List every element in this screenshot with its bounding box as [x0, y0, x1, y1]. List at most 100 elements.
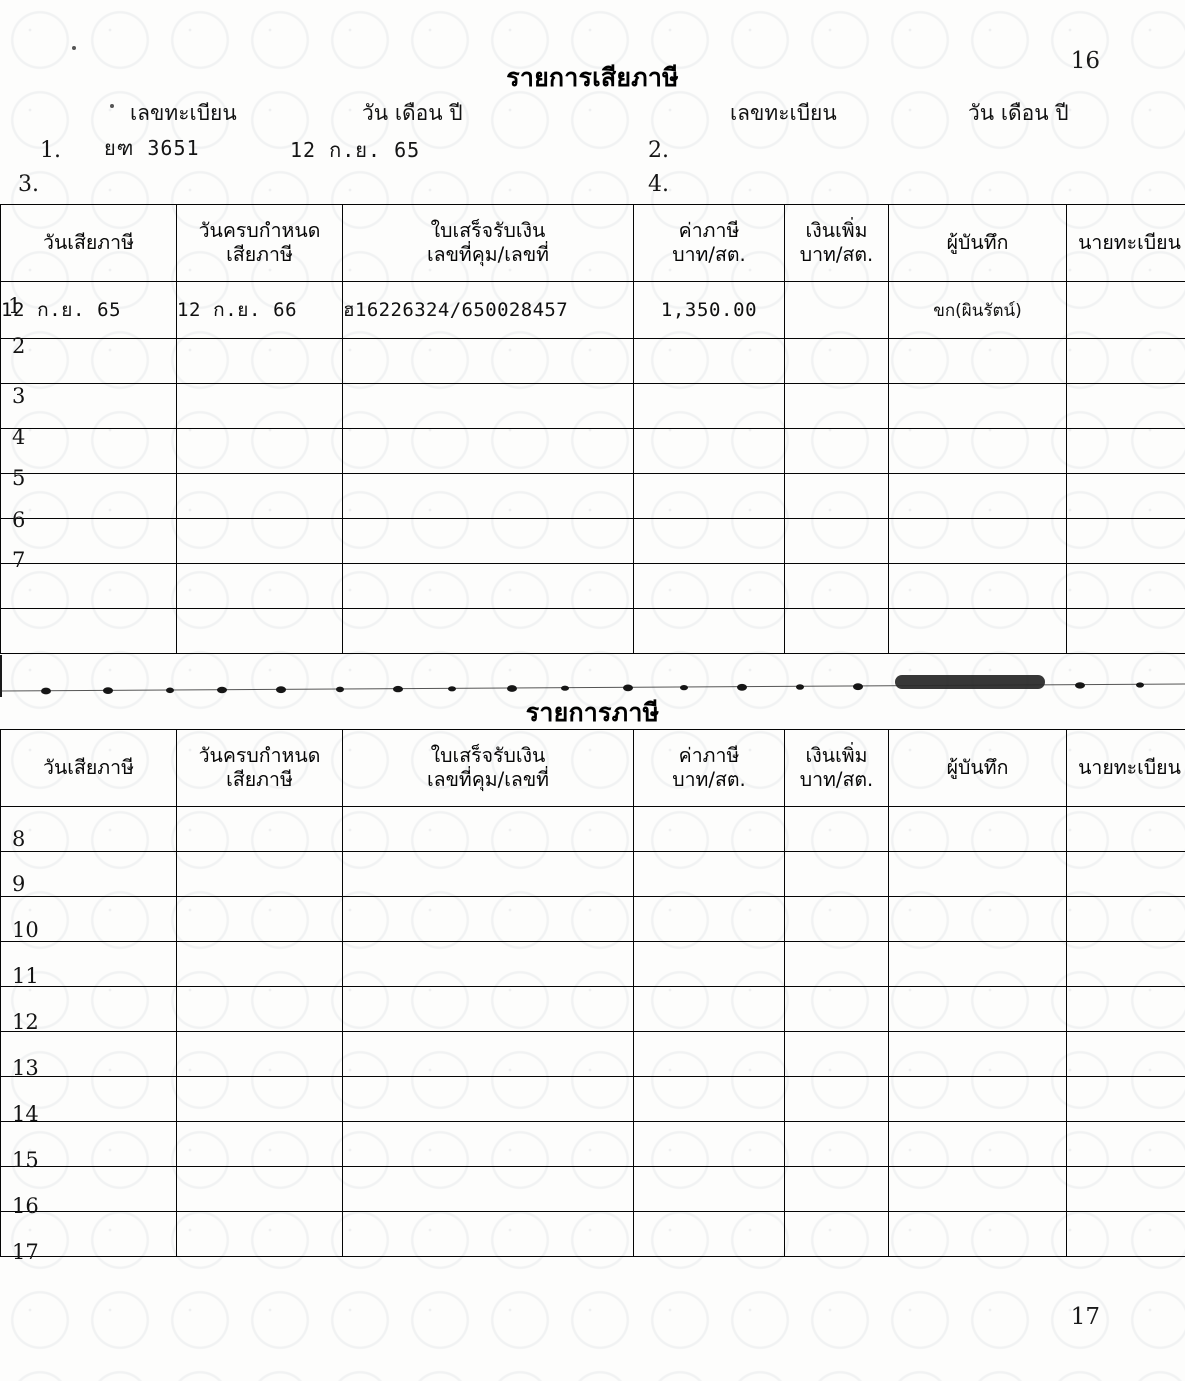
cell-tax [633, 1076, 785, 1122]
cell-tax [633, 986, 785, 1032]
cell-tax: 1,350.00 [633, 281, 785, 339]
cell-due-date [176, 1031, 343, 1077]
cell-tax [633, 1166, 785, 1212]
table-row [0, 1166, 1185, 1212]
cell-recorder [888, 473, 1067, 519]
cell-recorder [888, 428, 1067, 474]
cell-fine [784, 563, 889, 609]
col-header-receipt: ใบเสร็จรับเงิน เลขที่คุม/เลขที่ [342, 729, 634, 807]
col-header-pay-date: วันเสียภาษี [0, 204, 177, 282]
cell-tax [633, 428, 785, 474]
row-number: 17 [12, 1240, 39, 1264]
cell-due-date [176, 896, 343, 942]
cell-fine [784, 1076, 889, 1122]
col-header-recorder: ผู้บันทึก [888, 729, 1067, 807]
col-header-pay-date-text: วันเสียภาษี [43, 231, 134, 255]
entry-1-registration-value: ยฑ 3651 [104, 136, 200, 160]
cell-recorder [888, 608, 1067, 654]
cell-due-date [176, 608, 343, 654]
cell-tax [633, 608, 785, 654]
cell-recorder [888, 1031, 1067, 1077]
cell-fine [784, 473, 889, 519]
row-number: 4 [12, 425, 26, 449]
cell-due-date [176, 518, 343, 564]
cell-fine [784, 1121, 889, 1167]
cell-receipt [342, 986, 634, 1032]
cell-fine [784, 608, 889, 654]
col-header-recorder: ผู้บันทึก [888, 204, 1067, 282]
cell-receipt [342, 1076, 634, 1122]
stray-ink-mark [72, 46, 76, 50]
table-row: 12 ก.ย. 65 12 ก.ย. 66 ฮ16226324/65002845… [0, 281, 1185, 339]
table-row [0, 563, 1185, 609]
cell-recorder [888, 338, 1067, 384]
cell-registrar [1066, 608, 1185, 654]
col-header-tax-line2: บาท/สต. [672, 768, 746, 791]
cell-recorder [888, 563, 1067, 609]
cell-recorder [888, 941, 1067, 987]
cell-tax [633, 338, 785, 384]
cell-recorder [888, 1166, 1067, 1212]
cell-registrar [1066, 851, 1185, 897]
cell-fine [784, 941, 889, 987]
cell-receipt [342, 851, 634, 897]
cell-fine [784, 428, 889, 474]
cell-receipt [342, 896, 634, 942]
cell-due-date [176, 383, 343, 429]
cell-fine [784, 1031, 889, 1077]
row-number: 7 [12, 548, 26, 572]
cell-tax [633, 1031, 785, 1077]
row-number: 15 [12, 1148, 39, 1172]
cell-due-date [176, 473, 343, 519]
cell-due-date [176, 563, 343, 609]
label-registration-right: เลขทะเบียน [730, 101, 837, 125]
table-row [0, 1121, 1185, 1167]
cell-receipt [342, 383, 634, 429]
cell-fine [784, 383, 889, 429]
cell-pay-date: 12 ก.ย. 65 [0, 281, 177, 339]
cell-due-date [176, 1211, 343, 1257]
cell-due-date [176, 986, 343, 1032]
tear-line-left-end [0, 655, 2, 697]
page-title-tax-records: รายการภาษี [525, 698, 660, 727]
table-bottom-header-row: วันเสียภาษี วันครบกำหนด เสียภาษี ใบเสร็จร… [0, 729, 1185, 807]
cell-registrar [1066, 1121, 1185, 1167]
entry-number-3: 3. [18, 172, 39, 197]
col-header-receipt-line2: เลขที่คุม/เลขที่ [426, 768, 550, 791]
col-header-due-date-line2: เสียภาษี [226, 243, 293, 266]
cell-receipt [342, 428, 634, 474]
table-row [0, 806, 1185, 852]
col-header-tax: ค่าภาษี บาท/สต. [633, 729, 785, 807]
cell-pay-date [0, 338, 177, 384]
cell-pay-date [0, 563, 177, 609]
cell-tax [633, 851, 785, 897]
cell-receipt [342, 473, 634, 519]
cell-pay-date [0, 608, 177, 654]
col-header-due-date: วันครบกำหนด เสียภาษี [176, 729, 343, 807]
col-header-tax-line1: ค่าภาษี [678, 219, 740, 243]
cell-pay-date [0, 518, 177, 564]
cell-tax [633, 473, 785, 519]
cell-receipt [342, 1031, 634, 1077]
table-row [0, 1076, 1185, 1122]
col-header-tax: ค่าภาษี บาท/สต. [633, 204, 785, 282]
cell-tax [633, 1211, 785, 1257]
page-number-bottom: 17 [1070, 1304, 1100, 1330]
col-header-recorder-text: ผู้บันทึก [946, 231, 1009, 255]
col-header-receipt-line1: ใบเสร็จรับเงิน [430, 744, 546, 768]
cell-receipt [342, 941, 634, 987]
col-header-due-date-line1: วันครบกำหนด [198, 219, 321, 243]
cell-tax [633, 941, 785, 987]
row-number: 2 [12, 334, 26, 358]
cell-registrar [1066, 1166, 1185, 1212]
cell-fine [784, 851, 889, 897]
cell-recorder [888, 896, 1067, 942]
row-number: 6 [12, 508, 26, 532]
cell-fine [784, 1211, 889, 1257]
table-row [0, 851, 1185, 897]
row-number: 3 [12, 384, 26, 408]
table-row [0, 338, 1185, 384]
cell-fine [784, 518, 889, 564]
row-number: 9 [12, 872, 26, 896]
